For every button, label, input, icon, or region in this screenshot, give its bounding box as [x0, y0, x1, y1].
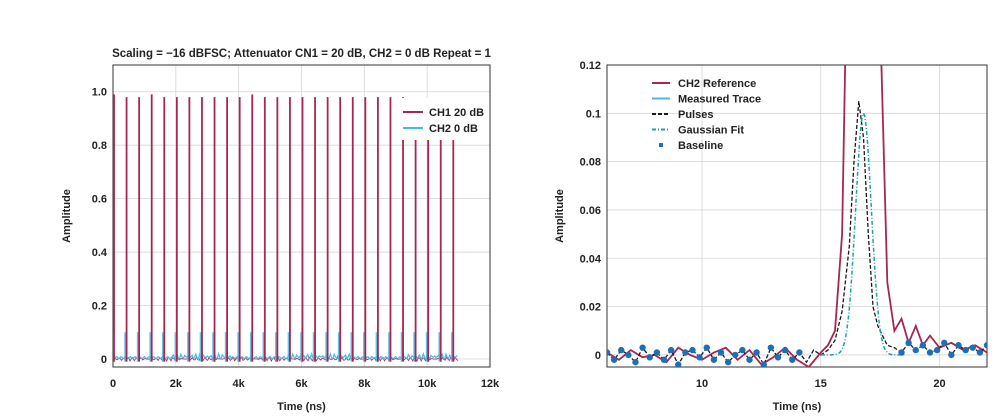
chart2-x-axis-label: Time (ns) [773, 401, 822, 413]
baseline-marker [610, 356, 618, 363]
baseline-marker [905, 339, 912, 347]
baseline-marker [760, 361, 767, 367]
baseline-marker [646, 354, 653, 361]
chart1-plot-area [113, 94, 459, 363]
baseline-marker [774, 354, 782, 361]
baseline-marker [607, 349, 611, 356]
ch2-reference-line [607, 65, 987, 367]
chart2-y-tick-label: 0 [595, 350, 601, 362]
baseline-marker [739, 346, 746, 354]
chart1-x-tick-label: 2k [170, 378, 183, 390]
chart1-legend: CH1 20 dB CH2 0 dB [397, 98, 487, 140]
chart2-y-tick-label: 0.1 [586, 108, 601, 120]
baseline-marker [955, 342, 962, 349]
chart1-legend-label: CH1 20 dB [429, 107, 484, 119]
baseline-marker [696, 354, 703, 361]
chart1-y-tick-label: 1.0 [92, 87, 107, 99]
baseline-marker [789, 356, 796, 363]
chart2-y-tick-label: 0.08 [580, 157, 601, 169]
chart1-y-tick-label: 0.6 [92, 194, 107, 206]
chart2-legend-label: Pulses [678, 109, 713, 121]
baseline-marker [919, 342, 927, 349]
chart2-y-tick-label: 0.12 [580, 60, 601, 72]
baseline-marker [926, 349, 934, 356]
baseline-marker [667, 346, 675, 354]
baseline-marker [898, 349, 905, 356]
chart2-legend-swatch [659, 143, 663, 147]
chart2-legend-label: CH2 Reference [678, 78, 756, 90]
chart1-x-tick-label: 10k [418, 378, 437, 390]
baseline-marker [746, 356, 753, 363]
pulses-line [607, 101, 987, 367]
chart1-y-tick-label: 0.2 [92, 301, 107, 313]
baseline-marker [969, 344, 976, 351]
chart1-x-tick-label: 12k [481, 378, 500, 390]
chart2-x-tick-label: 20 [933, 378, 945, 390]
chart2-legend-label: Measured Trace [678, 94, 761, 106]
chart2-legend-label: Gaussian Fit [678, 125, 744, 137]
chart1-y-axis-label: Amplitude [61, 189, 73, 243]
chart1-y-tick-label: 0.8 [92, 140, 107, 152]
baseline-marker [653, 349, 661, 356]
chart1-legend-label: CH2 0 dB [429, 123, 478, 135]
chart1-x-tick-label: 4k [233, 378, 246, 390]
chart2-y-tick-label: 0.02 [580, 302, 601, 314]
chart1-title: Scaling = −16 dBFSC; Attenuator CN1 = 20… [112, 48, 491, 60]
baseline-marker [625, 351, 632, 359]
baseline-marker [717, 349, 725, 356]
baseline-marker [732, 351, 739, 359]
baseline-marker [639, 344, 646, 351]
chart1-legend-box [397, 98, 487, 140]
baseline-marker [682, 349, 689, 356]
baseline-marker [632, 358, 639, 366]
baseline-marker [710, 356, 718, 363]
baseline-marker [675, 361, 682, 367]
baseline-marker [796, 349, 803, 356]
chart2-axes: 10 15 20 0 0.02 0.04 0.06 0.08 0.1 0.12 Time (ns) A… [554, 60, 988, 413]
chart1-x-tick-label: 8k [358, 378, 371, 390]
baseline-marker [781, 346, 789, 354]
chart2-x-tick-label: 15 [815, 378, 827, 390]
chart2-y-tick-label: 0.06 [580, 205, 601, 217]
baseline-marker [767, 344, 775, 351]
baseline-marker [724, 358, 732, 366]
baseline-marker [941, 339, 948, 347]
chart2-y-axis-label: Amplitude [554, 189, 566, 243]
chart2-legend-label: Baseline [678, 140, 723, 152]
baseline-marker [660, 356, 668, 363]
baseline-marker [753, 349, 760, 356]
baseline-marker [933, 346, 941, 354]
chart2-plot-frame [606, 64, 988, 368]
baseline-marker [689, 346, 696, 354]
chart2-y-tick-label: 0.04 [580, 253, 602, 265]
baseline-marker [618, 346, 625, 354]
chart2-x-tick-label: 10 [696, 378, 708, 390]
chart1-x-tick-label: 0 [110, 378, 116, 390]
chart1-x-axis-label: Time (ns) [277, 401, 326, 413]
baseline-marker [703, 344, 710, 351]
chart2-plot-area [607, 65, 987, 367]
chart1-x-tick-label: 6k [295, 378, 308, 390]
baseline-marker [962, 346, 969, 354]
ch2-noise-line [113, 351, 458, 360]
chart1-y-tick-label: 0 [101, 354, 107, 366]
baseline-marker [983, 342, 987, 349]
baseline-marker [976, 349, 984, 356]
chart2-legend: CH2 Reference Measured Trace Pulses Gaussia… [652, 78, 761, 152]
chart1-y-tick-label: 0.4 [92, 247, 108, 259]
baseline-marker [948, 351, 955, 359]
gaussian-fit-line [820, 111, 907, 356]
chart1-plot-frame [112, 64, 491, 368]
baseline-marker [912, 346, 919, 354]
